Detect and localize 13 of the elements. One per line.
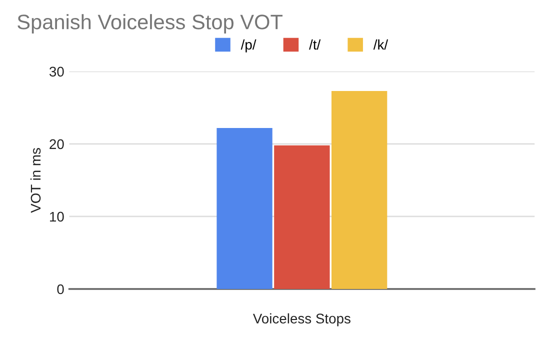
x-axis-title: Voiceless Stops (252, 313, 350, 326)
bar (274, 145, 330, 289)
legend-label: /k/ (373, 39, 388, 50)
y-tick-label: 30 (49, 66, 64, 77)
y-tick-label: 0 (57, 284, 64, 294)
chart-title: Spanish Voiceless Stop VOT (18, 14, 282, 34)
y-tick-label: 20 (50, 139, 64, 150)
bar (331, 90, 388, 289)
y-axis-title: VOT in ms (30, 148, 41, 213)
bar (216, 128, 272, 289)
legend-label: /p/ (240, 39, 256, 52)
legend-label: /t/ (309, 39, 321, 50)
y-tick-label: 10 (50, 212, 64, 222)
